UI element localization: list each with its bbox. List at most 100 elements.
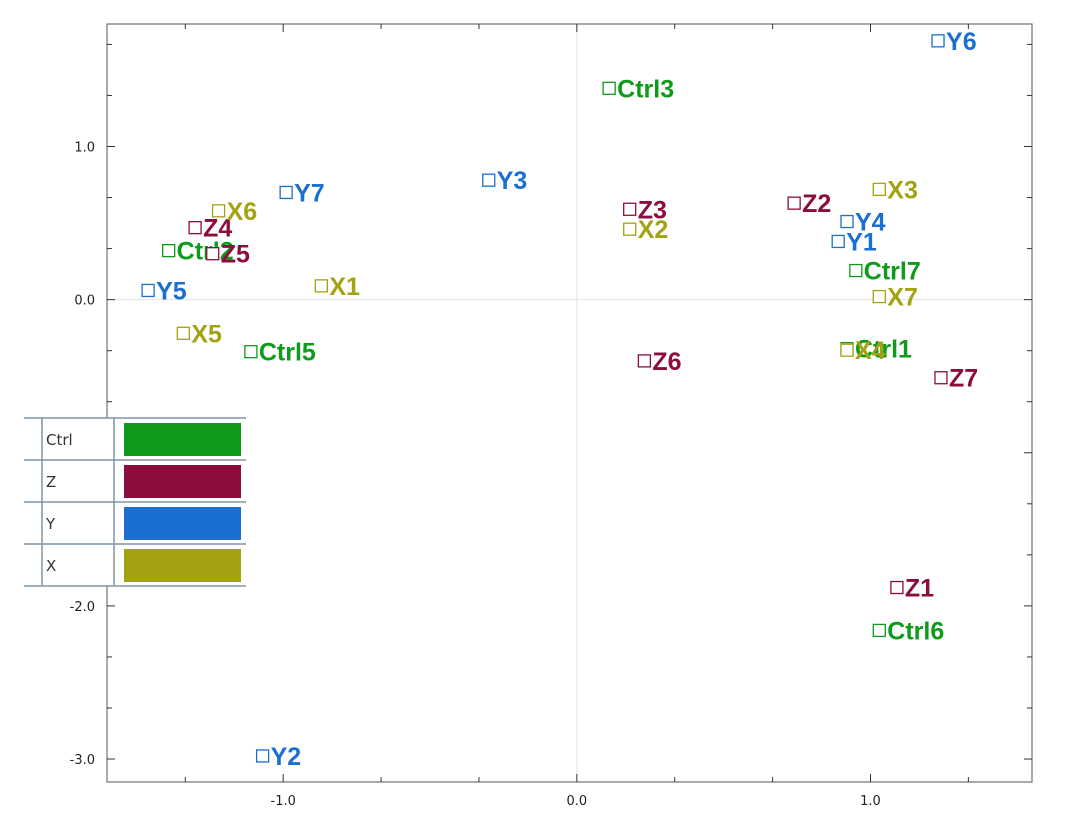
point-label: Ctrl1 xyxy=(855,336,912,364)
point-marker xyxy=(840,343,854,357)
axis-tick-labels: -1.0 0.0 1.0 1.0 0.0 -2.0 -3.0 xyxy=(70,141,881,809)
point-marker xyxy=(849,263,863,278)
point-marker xyxy=(872,623,886,638)
x-tick-label: 0.0 xyxy=(566,794,587,809)
point-y1: Y1 xyxy=(831,228,877,256)
point-label: Y7 xyxy=(294,179,325,207)
point-label: X4 xyxy=(855,337,886,365)
legend-entry-y: Y xyxy=(45,507,241,540)
point-marker xyxy=(931,34,945,48)
point-label: Z6 xyxy=(652,348,681,376)
x-tick-label: -1.0 xyxy=(271,794,296,809)
point-marker xyxy=(934,371,948,385)
y-tick-label: -2.0 xyxy=(70,600,95,615)
point-label: X5 xyxy=(191,320,222,348)
point-ctrl5: Ctrl5 xyxy=(244,339,316,367)
point-marker xyxy=(840,214,854,229)
point-label: Y2 xyxy=(271,743,302,771)
point-x1: X1 xyxy=(314,273,360,301)
point-label: Y4 xyxy=(855,209,886,237)
point-x6: X6 xyxy=(211,198,258,226)
point-z1: Z1 xyxy=(890,575,934,603)
point-marker xyxy=(482,173,496,187)
point-marker xyxy=(206,247,220,261)
point-y7: Y7 xyxy=(279,179,325,207)
point-ctrl3: Ctrl3 xyxy=(602,75,674,103)
legend-label: Z xyxy=(46,473,56,491)
point-label: X1 xyxy=(329,273,360,301)
point-label: Z2 xyxy=(802,190,831,218)
point-marker xyxy=(244,345,258,359)
point-x4: X4 xyxy=(840,337,886,365)
legend-entry-x: X xyxy=(46,549,241,582)
point-label: Y3 xyxy=(497,167,528,195)
point-label: Ctrl5 xyxy=(259,339,316,367)
point-label: Ctrl2 xyxy=(177,238,234,266)
point-ctrl6: Ctrl6 xyxy=(872,617,944,645)
point-z4: Z4 xyxy=(188,215,232,243)
point-label: X6 xyxy=(227,198,258,226)
point-marker xyxy=(314,279,329,293)
y-tick-label: -3.0 xyxy=(70,753,95,768)
point-z3: Z3 xyxy=(623,196,667,224)
point-label: X7 xyxy=(887,284,918,312)
point-ctrl2: Ctrl2 xyxy=(162,238,234,266)
point-marker xyxy=(188,221,202,235)
point-z2: Z2 xyxy=(787,190,831,218)
plot-frame xyxy=(106,23,1033,783)
point-label: Z3 xyxy=(638,196,667,224)
point-y5: Y5 xyxy=(141,277,187,305)
point-marker xyxy=(637,354,652,368)
point-label: Y5 xyxy=(156,277,187,305)
point-y2: Y2 xyxy=(255,743,302,771)
point-y4: Y4 xyxy=(840,209,886,237)
point-marker xyxy=(176,326,190,340)
x-tick-label: 1.0 xyxy=(860,794,881,809)
point-x2: X2 xyxy=(623,216,669,244)
point-y3: Y3 xyxy=(482,167,528,195)
legend-swatch xyxy=(124,549,241,582)
point-marker xyxy=(279,185,293,200)
point-marker xyxy=(255,749,270,763)
point-label: Ctrl7 xyxy=(864,258,921,286)
point-label: X2 xyxy=(638,216,669,244)
point-x5: X5 xyxy=(176,320,222,348)
point-z5: Z5 xyxy=(206,241,250,269)
point-label: Ctrl6 xyxy=(887,617,944,645)
point-marker xyxy=(872,182,886,197)
point-marker xyxy=(211,204,226,218)
point-marker xyxy=(787,196,801,210)
point-marker xyxy=(872,289,886,304)
axis-ticks xyxy=(107,24,1032,782)
legend-swatch xyxy=(124,507,241,540)
point-ctrl7: Ctrl7 xyxy=(849,258,921,286)
point-x3: X3 xyxy=(872,176,918,204)
legend-entry-z: Z xyxy=(46,465,241,498)
legend-label: Y xyxy=(45,515,56,533)
point-marker xyxy=(602,81,616,95)
point-z7: Z7 xyxy=(934,365,978,393)
point-z6: Z6 xyxy=(637,348,682,376)
point-label: Z4 xyxy=(203,215,232,243)
y-tick-label: 1.0 xyxy=(74,141,95,156)
point-y6: Y6 xyxy=(931,28,977,56)
point-marker xyxy=(141,283,155,298)
legend-label: Ctrl xyxy=(46,431,73,449)
data-points: Ctrl1 Ctrl2 Ctrl3 Ctrl5 Ctrl6 Ctrl7 Z1 Z2 Z3 Z4Z5… xyxy=(141,28,978,771)
point-marker xyxy=(623,202,637,216)
legend-swatch xyxy=(124,423,241,456)
point-x7: X7 xyxy=(872,284,918,312)
point-label: Z7 xyxy=(949,365,978,393)
legend-entry-ctrl: Ctrl xyxy=(46,423,241,456)
point-label: Z5 xyxy=(221,241,250,269)
point-label: Y6 xyxy=(946,28,977,56)
point-marker xyxy=(162,243,176,258)
point-marker xyxy=(623,222,637,236)
point-label: Z1 xyxy=(905,575,934,603)
legend-swatch xyxy=(124,465,241,498)
point-label: Ctrl3 xyxy=(617,75,674,103)
point-label: X3 xyxy=(887,176,918,204)
point-label: Y1 xyxy=(846,228,877,256)
